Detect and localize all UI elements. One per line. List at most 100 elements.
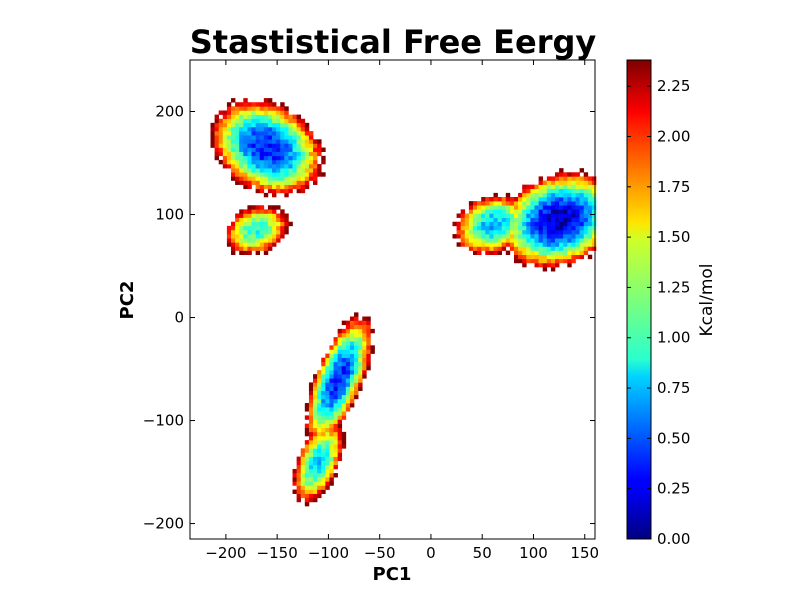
heatmap-cell xyxy=(267,188,273,194)
heatmap-cell xyxy=(538,262,544,268)
heatmap-cell xyxy=(272,122,277,128)
heatmap-cell xyxy=(304,122,310,128)
heatmap-cell xyxy=(239,242,244,247)
heatmap-cell xyxy=(276,234,281,239)
heatmap-cell xyxy=(317,468,322,474)
heatmap-cell xyxy=(292,473,297,478)
heatmap-cell xyxy=(313,386,318,391)
heatmap-cell xyxy=(559,201,564,206)
heatmap-cell xyxy=(345,337,351,342)
heatmap-cell xyxy=(534,229,539,235)
heatmap-cell xyxy=(308,431,314,437)
heatmap-cell xyxy=(300,452,306,457)
heatmap-cell xyxy=(263,135,269,140)
heatmap-cell xyxy=(296,184,302,190)
heatmap-cell xyxy=(555,262,560,268)
heatmap-cell xyxy=(308,151,314,157)
heatmap-cell xyxy=(325,398,330,404)
heatmap-cell xyxy=(272,114,277,120)
heatmap-cell xyxy=(304,164,310,169)
heatmap-cell xyxy=(341,332,347,338)
heatmap-cell xyxy=(267,246,273,251)
heatmap-cell xyxy=(296,176,302,181)
heatmap-cell xyxy=(272,213,277,218)
heatmap-cell xyxy=(345,394,351,400)
heatmap-cell xyxy=(481,234,486,239)
heatmap-cell xyxy=(555,197,560,202)
heatmap-cell xyxy=(587,184,593,190)
heatmap-cell xyxy=(337,407,343,412)
heatmap-cell xyxy=(366,345,371,350)
heatmap-cell xyxy=(546,188,552,194)
heatmap-cell xyxy=(317,394,322,400)
heatmap-cell xyxy=(259,242,265,247)
heatmap-cell xyxy=(329,386,334,391)
heatmap-cell xyxy=(235,180,240,185)
heatmap-cell xyxy=(358,357,363,363)
heatmap-cell xyxy=(587,234,593,239)
heatmap-cell xyxy=(296,464,302,470)
heatmap-cell xyxy=(354,332,359,338)
heatmap-cell xyxy=(579,254,585,260)
heatmap-cell xyxy=(222,155,228,161)
heatmap-cell xyxy=(280,147,285,152)
heatmap-cell xyxy=(514,258,519,264)
heatmap-cell xyxy=(333,378,338,383)
heatmap-cell xyxy=(325,431,330,437)
heatmap-cell xyxy=(559,172,564,177)
heatmap-cell xyxy=(501,221,507,227)
heatmap-cell xyxy=(333,386,338,391)
heatmap-cell xyxy=(567,184,572,190)
heatmap-cell xyxy=(272,139,277,144)
heatmap-cell xyxy=(514,217,519,223)
heatmap-cell xyxy=(255,180,261,185)
heatmap-cell xyxy=(272,172,277,177)
heatmap-cell xyxy=(542,225,548,231)
heatmap-cell xyxy=(514,246,519,251)
heatmap-cell xyxy=(284,110,289,115)
heatmap-cell xyxy=(329,411,334,416)
heatmap-cell xyxy=(345,324,351,330)
heatmap-cell xyxy=(337,415,343,420)
heatmap-cell xyxy=(337,403,343,408)
heatmap-cell xyxy=(321,172,326,177)
heatmap-cell xyxy=(267,225,273,231)
heatmap-cell xyxy=(333,357,338,363)
heatmap-cell xyxy=(313,176,318,181)
heatmap-cell xyxy=(575,217,580,223)
heatmap-cell xyxy=(251,110,256,115)
heatmap-cell xyxy=(559,238,564,243)
heatmap-cell xyxy=(300,139,306,144)
heatmap-cell xyxy=(218,122,224,128)
heatmap-cell xyxy=(505,250,511,255)
heatmap-cell xyxy=(325,357,330,363)
heatmap-cell xyxy=(276,143,281,148)
heatmap-cell xyxy=(325,423,330,429)
x-axis-ticks: −200 −150 −100 −50 0 50 100 150 xyxy=(205,60,599,562)
heatmap-cell xyxy=(550,242,556,247)
heatmap-cell xyxy=(571,180,576,185)
heatmap-cell xyxy=(280,229,285,235)
heatmap-cell xyxy=(579,205,585,210)
heatmap-cell xyxy=(464,221,470,227)
heatmap-cell xyxy=(555,234,560,239)
heatmap-cell xyxy=(349,370,355,375)
x-tick-label: 0 xyxy=(426,544,436,562)
heatmap-cell xyxy=(575,229,580,235)
heatmap-cell xyxy=(300,168,306,173)
heatmap-cell xyxy=(538,176,544,181)
heatmap-cell xyxy=(214,122,220,128)
heatmap-cell xyxy=(329,464,334,470)
colorbar xyxy=(626,59,652,540)
heatmap-cell xyxy=(481,246,486,251)
heatmap-cell xyxy=(308,135,314,140)
heatmap-cell xyxy=(325,382,330,387)
heatmap-cell xyxy=(313,139,318,144)
heatmap-cell xyxy=(366,357,371,363)
heatmap-cell xyxy=(526,217,531,223)
heatmap-cell xyxy=(255,225,261,231)
heatmap-cell xyxy=(468,238,474,243)
heatmap-cell xyxy=(304,407,310,412)
heatmap-cell xyxy=(514,197,519,202)
heatmap-cell xyxy=(591,205,597,210)
